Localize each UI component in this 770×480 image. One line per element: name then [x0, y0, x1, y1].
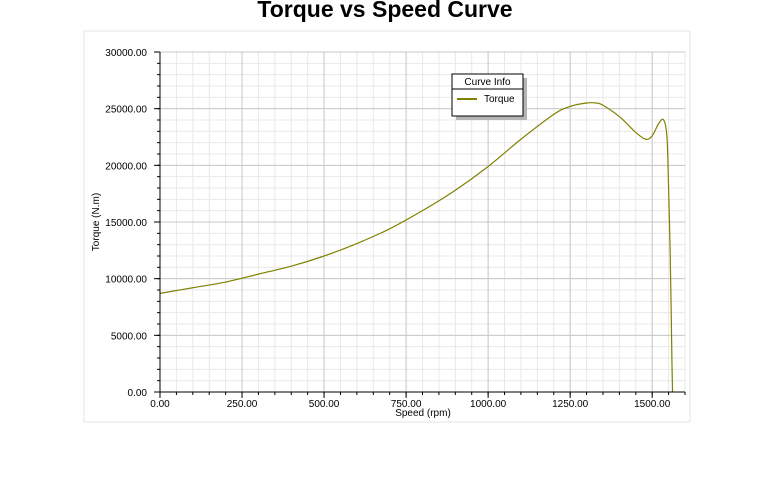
x-tick-label: 1000.00: [470, 399, 507, 410]
x-axis-label: Speed (rpm): [395, 408, 451, 419]
y-tick-label: 25000.00: [105, 105, 147, 116]
series-line-torque: [159, 102, 674, 393]
y-tick-label: 15000.00: [105, 218, 147, 229]
y-tick-label: 20000.00: [105, 161, 147, 172]
series-layer: [159, 102, 674, 393]
tick-labels: 0.00 250.00 500.00 750.00 1000.00 1250.00 1500…: [105, 48, 670, 410]
legend-box: [451, 73, 524, 117]
y-axis-label: Torque (N.m): [91, 193, 102, 251]
x-tick-label: 250.00: [227, 399, 258, 410]
x-tick-label: 0.00: [150, 399, 170, 410]
y-tick-label: 0.00: [128, 388, 148, 399]
axes: [154, 51, 686, 398]
grid: [159, 51, 686, 393]
chart-title: Torque vs Speed Curve: [257, 0, 512, 22]
x-tick-label: 750.00: [391, 399, 422, 410]
y-tick-label: 5000.00: [111, 331, 148, 342]
legend: Curve Info Torque: [451, 73, 527, 120]
x-tick-label: 1250.00: [552, 399, 589, 410]
legend-title: Curve Info: [464, 77, 511, 88]
x-tick-label: 500.00: [309, 399, 340, 410]
y-tick-label: 30000.00: [105, 48, 147, 59]
y-tick-label: 10000.00: [105, 275, 147, 286]
legend-series-label: Torque: [484, 94, 515, 105]
x-tick-label: 1500.00: [634, 399, 671, 410]
